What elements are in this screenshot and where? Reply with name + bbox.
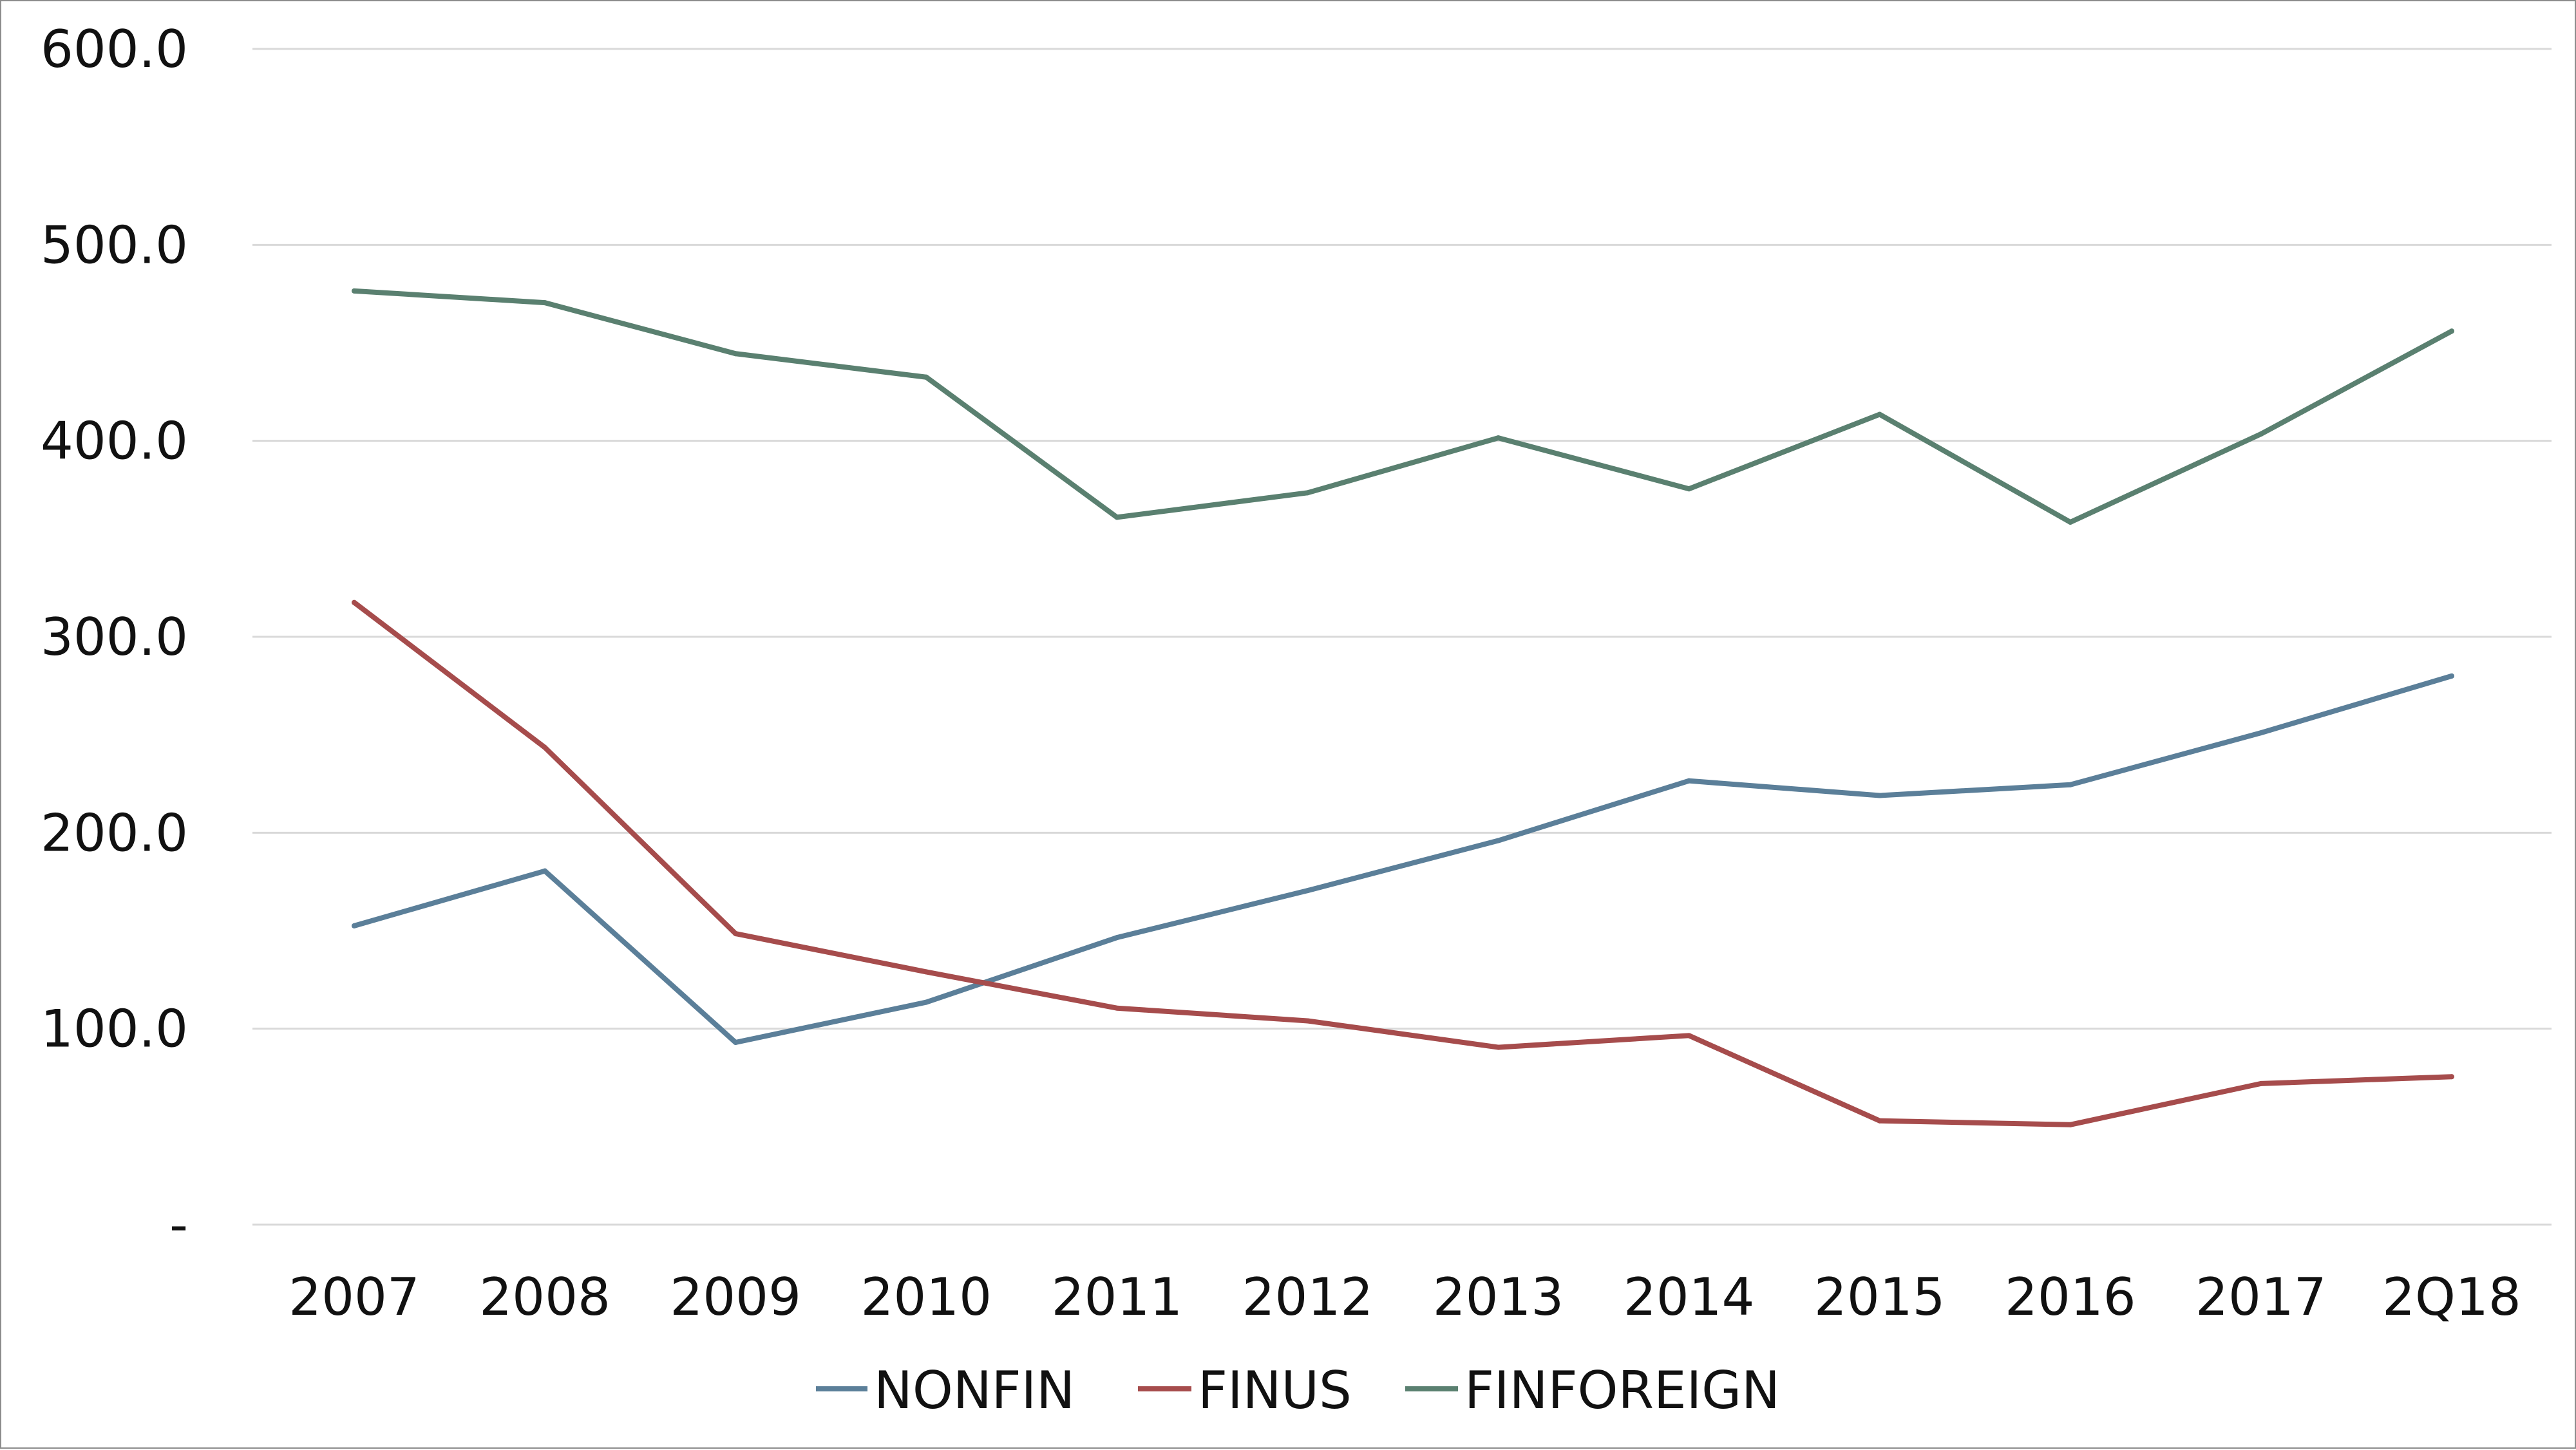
data-point-nonfin — [733, 1039, 739, 1045]
x-axis-ticks: 2007 2008 2009 2010 2011 2012 2013 2014 2015 2016… — [289, 1267, 2521, 1327]
data-point-nonfin — [352, 923, 357, 928]
data-point-nonfin — [542, 868, 548, 874]
data-point-finus — [542, 744, 548, 750]
legend: NONFIN FINUS FINFOREIGN — [816, 1361, 1780, 1420]
x-tick-label: 2013 — [1433, 1267, 1564, 1327]
x-tick-label: 2012 — [1242, 1267, 1374, 1327]
data-point-finus — [1495, 1044, 1501, 1050]
data-point-nonfin — [2258, 730, 2264, 736]
data-point-finforeign — [1686, 486, 1692, 492]
data-point-finforeign — [1495, 435, 1501, 441]
data-point-nonfin — [2067, 782, 2073, 787]
data-point-finus — [1305, 1018, 1311, 1024]
data-point-finforeign — [923, 374, 929, 380]
data-point-finus — [2067, 1122, 2073, 1127]
x-tick-label: 2011 — [1052, 1267, 1183, 1327]
y-tick-label: 200.0 — [41, 803, 188, 863]
data-point-finforeign — [1114, 514, 1120, 520]
data-point-nonfin — [923, 999, 929, 1005]
legend-label-finforeign: FINFOREIGN — [1464, 1361, 1780, 1420]
data-point-finforeign — [352, 288, 357, 294]
y-tick-label: - — [169, 1195, 188, 1255]
gridlines — [252, 48, 2552, 1226]
x-tick-label: 2016 — [2005, 1267, 2136, 1327]
data-point-finus — [352, 599, 357, 605]
data-point-finus — [2449, 1074, 2454, 1080]
legend-label-finus: FINUS — [1198, 1361, 1352, 1420]
y-axis-ticks: - 100.0 200.0 300.0 400.0 500.0 600.0 — [41, 19, 188, 1255]
data-point-nonfin — [1305, 888, 1311, 894]
data-point-finforeign — [1877, 411, 1882, 417]
data-point-finus — [1877, 1118, 1882, 1124]
x-tick-label: 2009 — [670, 1267, 801, 1327]
x-tick-label: 2017 — [2195, 1267, 2327, 1327]
y-tick-label: 300.0 — [41, 607, 188, 667]
series-lines — [352, 288, 2454, 1127]
data-point-finforeign — [2067, 519, 2073, 525]
x-tick-label: 2010 — [860, 1267, 992, 1327]
series-line-finforeign — [352, 288, 2454, 525]
data-point-finus — [923, 969, 929, 975]
data-point-finus — [2258, 1080, 2264, 1086]
y-tick-label: 500.0 — [41, 215, 188, 275]
data-point-nonfin — [2449, 673, 2454, 679]
legend-label-nonfin: NONFIN — [874, 1361, 1075, 1420]
data-point-finus — [733, 931, 739, 937]
data-point-finforeign — [1305, 490, 1311, 496]
data-point-finforeign — [542, 300, 548, 306]
data-point-finus — [1686, 1033, 1692, 1039]
data-point-nonfin — [1495, 838, 1501, 843]
data-point-finforeign — [2449, 328, 2454, 334]
x-tick-label: 2008 — [479, 1267, 611, 1327]
data-point-finforeign — [733, 351, 739, 357]
data-point-finus — [1114, 1005, 1120, 1011]
series-line-nonfin — [352, 673, 2454, 1045]
series-line-finus — [352, 599, 2454, 1127]
data-point-nonfin — [1686, 778, 1692, 784]
x-tick-label: 2015 — [1814, 1267, 1946, 1327]
x-tick-label: 2007 — [289, 1267, 420, 1327]
data-point-nonfin — [1877, 793, 1882, 798]
x-tick-label: 2014 — [1624, 1267, 1755, 1327]
y-tick-label: 400.0 — [41, 411, 188, 471]
data-point-finforeign — [2258, 431, 2264, 437]
y-tick-label: 600.0 — [41, 19, 188, 79]
data-point-nonfin — [1114, 935, 1120, 941]
x-tick-label: 2Q18 — [2382, 1267, 2521, 1327]
y-tick-label: 100.0 — [41, 999, 188, 1059]
